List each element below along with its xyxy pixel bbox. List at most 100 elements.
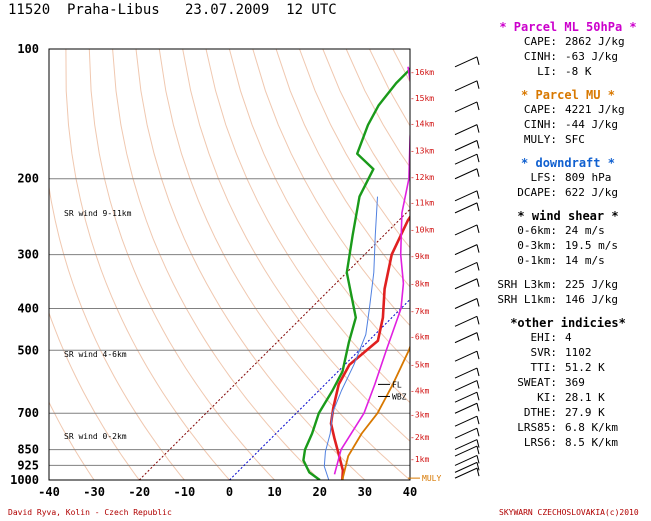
dry-adiabat	[112, 49, 321, 480]
temperature-tick-label: 10	[267, 485, 281, 499]
sr-wind-label: SR wind 0-2km	[64, 432, 127, 441]
wind-barb	[454, 202, 478, 214]
section-title: * wind shear *	[517, 209, 619, 223]
wind-barb	[454, 56, 478, 68]
index-row: 0-3km: 19.5 m/s	[485, 238, 651, 253]
wind-barb	[454, 391, 478, 403]
wind-barb	[454, 124, 478, 136]
wind-barb-flag	[476, 392, 480, 401]
wind-barb	[454, 153, 478, 165]
index-key: 0-1km:	[517, 254, 557, 267]
index-row: DTHE: 27.9 K	[485, 405, 651, 420]
wind-barb-flag	[476, 262, 480, 271]
index-value: 6.8 K/km	[565, 421, 618, 434]
ml-parcel-line	[333, 66, 410, 475]
indices-section: * Parcel MU * CAPE: 4221 J/kg CINH: -44 J/kg…	[485, 88, 651, 147]
section-title: * downdraft *	[521, 156, 615, 170]
index-key: CINH:	[523, 118, 557, 131]
indices-section: * downdraft * LFS: 809 hPa DCAPE: 622 J/kg	[485, 156, 651, 200]
dry-adiabat	[182, 49, 410, 442]
wind-barb	[454, 350, 478, 362]
height-label: -11km	[410, 198, 434, 207]
index-row: CAPE: 2862 J/kg	[485, 34, 651, 49]
dry-adiabat	[49, 184, 185, 480]
wind-barb-flag	[476, 202, 480, 211]
height-label: -12km	[410, 173, 434, 182]
index-value: 28.1 K	[565, 391, 605, 404]
plot-frame	[48, 48, 411, 481]
temperature-tick-label: -10	[174, 485, 196, 499]
footer-credit: David Ryva, Kolin - Czech Republic	[8, 508, 172, 517]
wind-barb-flag	[476, 332, 480, 341]
height-label: -6km	[410, 333, 429, 342]
wind-barb-flag	[476, 298, 480, 307]
index-value: -63 J/kg	[565, 50, 618, 63]
temperature-tick-label: -20	[128, 485, 150, 499]
section-title: *other indicies*	[510, 316, 626, 330]
wind-barb	[454, 140, 478, 151]
pressure-tick-label: 200	[17, 172, 39, 186]
isotherm-minus20	[138, 208, 410, 480]
wind-barb	[454, 454, 478, 466]
index-value: 2862 J/kg	[565, 35, 625, 48]
dry-adiabat	[228, 49, 410, 365]
pressure-tick-label: 700	[17, 406, 39, 420]
wind-barb	[454, 190, 478, 202]
section-title: * Parcel ML 50hPa *	[499, 20, 637, 34]
wind-barb-flag	[476, 244, 480, 253]
index-row: LRS6: 8.5 K/km	[485, 435, 651, 450]
index-row: SVR: 1102	[485, 345, 651, 360]
dry-adiabat	[392, 49, 410, 83]
wind-barb	[454, 80, 478, 92]
index-key: LRS6:	[523, 436, 557, 449]
index-key: 0-3km:	[517, 239, 557, 252]
index-value: 225 J/kg	[565, 278, 618, 291]
index-row: MULY: SFC	[485, 132, 651, 147]
index-value: -8 K	[565, 65, 592, 78]
index-row: CINH: -44 J/kg	[485, 117, 651, 132]
footer-copyright: SKYWARN CZECHOSLOVAKIA(c)2010	[499, 508, 639, 517]
wind-barb	[454, 298, 478, 309]
height-label: -1km	[410, 455, 429, 464]
header-title: 11520 Praha-Libus 23.07.2009 12 UTC	[8, 2, 337, 18]
index-value: -44 J/kg	[565, 118, 618, 131]
index-row: TTI: 51.2 K	[485, 360, 651, 375]
temperature-tick-label: 40	[403, 485, 417, 499]
wind-barb-flag	[476, 124, 480, 133]
pressure-tick-label: 925	[17, 458, 39, 472]
sr-wind-label: SR wind 9-11km	[64, 209, 132, 218]
height-label: -14km	[410, 120, 434, 129]
wind-barb-flag	[476, 439, 480, 448]
isotherm-zero	[229, 298, 410, 480]
wind-barb	[454, 461, 478, 473]
index-value: 809 hPa	[565, 171, 612, 184]
wind-barb	[454, 415, 478, 427]
index-key: LFS:	[530, 171, 558, 184]
index-row: CAPE: 4221 J/kg	[485, 102, 651, 117]
wind-barb-flag	[476, 351, 480, 360]
wind-barb	[454, 332, 478, 344]
pressure-tick-label: 1000	[10, 473, 39, 487]
wind-barb	[454, 278, 478, 290]
wind-barb-flag	[476, 278, 480, 287]
wind-barb	[454, 244, 478, 256]
index-value: 27.9 K	[565, 406, 605, 419]
dry-adiabat	[299, 49, 410, 249]
height-label: -2km	[410, 433, 429, 442]
index-value: SFC	[565, 133, 585, 146]
index-row: CINH: -63 J/kg	[485, 49, 651, 64]
wetbulb-line	[323, 196, 378, 480]
temperature-tick-label: 20	[313, 485, 327, 499]
wind-barb-flag	[476, 416, 480, 425]
wind-barb	[454, 262, 478, 273]
wind-barb	[454, 168, 478, 180]
index-key: SRH L1km:	[497, 293, 557, 306]
index-value: 51.2 K	[565, 361, 605, 374]
wind-barb-flag	[476, 140, 480, 149]
dry-adiabat	[440, 49, 480, 480]
index-key: SRH L3km:	[497, 278, 557, 291]
wind-barb	[454, 427, 478, 439]
height-label: -13km	[410, 147, 434, 156]
wind-barb-flag	[476, 380, 480, 389]
index-value: 369	[565, 376, 585, 389]
